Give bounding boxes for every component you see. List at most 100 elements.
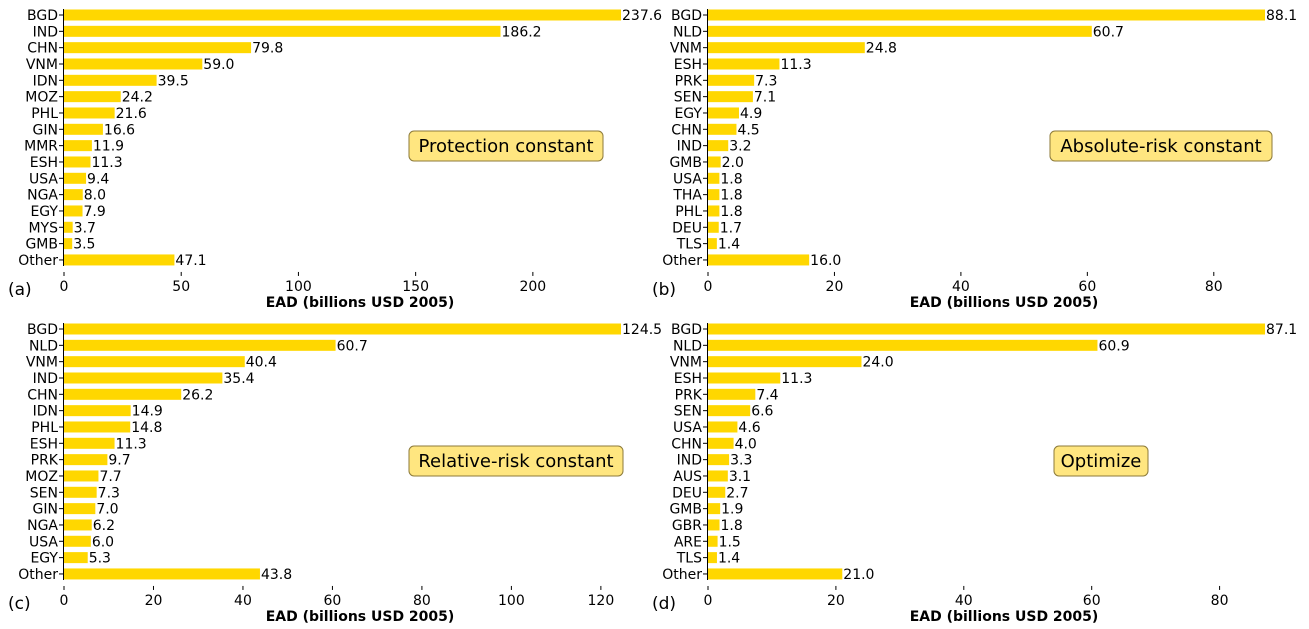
panel-label: (c): [8, 594, 31, 614]
category-label: USA: [673, 171, 702, 187]
value-label: 88.1: [1266, 8, 1297, 24]
x-tick-label: 20: [826, 279, 844, 295]
category-label: ARE: [674, 534, 702, 550]
bar: [64, 535, 91, 547]
bar: [64, 323, 621, 335]
category-label: CHN: [671, 122, 702, 138]
bar: [64, 189, 83, 201]
value-label: 60.7: [337, 338, 368, 354]
category-label: PRK: [675, 73, 703, 89]
bar: [64, 9, 621, 21]
x-tick-label: 100: [285, 279, 312, 295]
bar: [708, 388, 756, 400]
bar: [64, 568, 260, 580]
bar: [708, 189, 720, 201]
value-label: 43.8: [261, 567, 292, 583]
category-label: NGA: [27, 518, 58, 534]
bar: [708, 156, 721, 168]
category-label: NLD: [673, 24, 702, 40]
bar: [708, 25, 1092, 37]
bar: [64, 486, 97, 498]
x-tick-label: 40: [955, 593, 973, 609]
value-label: 26.2: [182, 387, 213, 403]
value-label: 1.7: [720, 220, 742, 236]
category-label: SEN: [674, 90, 702, 106]
value-label: 3.5: [73, 237, 95, 253]
panel-label: (b): [652, 280, 676, 300]
x-axis-label: EAD (billions USD 2005): [266, 609, 455, 625]
x-tick-label: 20: [145, 593, 163, 609]
category-label: NGA: [27, 188, 58, 204]
bar: [708, 535, 718, 547]
value-label: 1.8: [721, 518, 743, 534]
category-label: NLD: [673, 338, 702, 354]
value-label: 7.7: [99, 469, 121, 485]
category-label: GIN: [33, 502, 58, 518]
bar: [64, 339, 336, 351]
category-label: GMB: [669, 155, 702, 171]
category-label: IND: [33, 24, 58, 40]
x-tick-label: 40: [952, 279, 970, 295]
category-label: EGY: [674, 106, 702, 122]
bar: [64, 107, 115, 119]
value-label: 9.7: [108, 453, 130, 469]
category-label: CHN: [27, 41, 58, 57]
x-tick-label: 0: [60, 279, 69, 295]
bar: [708, 552, 717, 564]
bar: [64, 58, 203, 70]
bar: [64, 238, 73, 250]
x-tick-label: 80: [1211, 593, 1229, 609]
category-label: USA: [29, 534, 58, 550]
category-label: TLS: [676, 551, 702, 567]
x-tick-label: 80: [413, 593, 431, 609]
value-label: 1.5: [719, 534, 741, 550]
bar: [708, 123, 737, 135]
value-label: 8.0: [84, 188, 106, 204]
bar: [708, 437, 734, 449]
bar: [64, 470, 99, 482]
value-label: 24.2: [122, 90, 153, 106]
category-label: MMR: [24, 139, 58, 155]
category-label: IDN: [33, 73, 58, 89]
bar: [64, 356, 245, 368]
bar: [708, 421, 738, 433]
bar: [64, 519, 92, 531]
x-tick-label: 150: [402, 279, 429, 295]
category-label: AUS: [673, 469, 702, 485]
bar: [708, 74, 755, 86]
bar: [64, 437, 115, 449]
bar: [708, 470, 728, 482]
category-label: DEU: [672, 485, 702, 501]
category-label: PHL: [31, 106, 58, 122]
value-label: 237.6: [622, 8, 662, 24]
x-tick-label: 60: [1083, 593, 1101, 609]
bar: [64, 221, 73, 233]
bar: [64, 503, 96, 515]
bar: [64, 552, 88, 564]
x-axis-label: EAD (billions USD 2005): [910, 295, 1099, 311]
value-label: 1.8: [720, 204, 742, 220]
value-label: 2.7: [726, 485, 748, 501]
bar: [64, 123, 103, 135]
value-label: 124.5: [622, 322, 662, 338]
value-label: 6.6: [751, 404, 773, 420]
value-label: 16.0: [810, 253, 841, 269]
value-label: 7.1: [754, 90, 776, 106]
annotation-box: [408, 130, 604, 162]
value-label: 6.0: [92, 534, 114, 550]
category-label: PRK: [675, 387, 703, 403]
category-label: PHL: [31, 420, 58, 436]
category-label: PRK: [31, 453, 59, 469]
x-axis-label: EAD (billions USD 2005): [910, 609, 1099, 625]
chart-panel-4: BGD 87.1 NLD 60.9 VNM 24.0 ESH 11.3 PRK 7.4 SEN 6.6…: [652, 322, 1297, 625]
annotation-box: [1053, 445, 1149, 477]
bar: [708, 91, 753, 103]
chart-panel-2: BGD 88.1 NLD 60.7 VNM 24.8 ESH 11.3 PRK 7.3 SEN 7.1…: [652, 8, 1297, 311]
annotation-box: [1049, 130, 1273, 162]
category-label: BGD: [671, 322, 702, 338]
category-label: PHL: [675, 204, 702, 220]
x-tick-label: 60: [1078, 279, 1096, 295]
value-label: 4.5: [737, 122, 759, 138]
annotation-box: [408, 445, 624, 477]
bar: [708, 454, 730, 466]
